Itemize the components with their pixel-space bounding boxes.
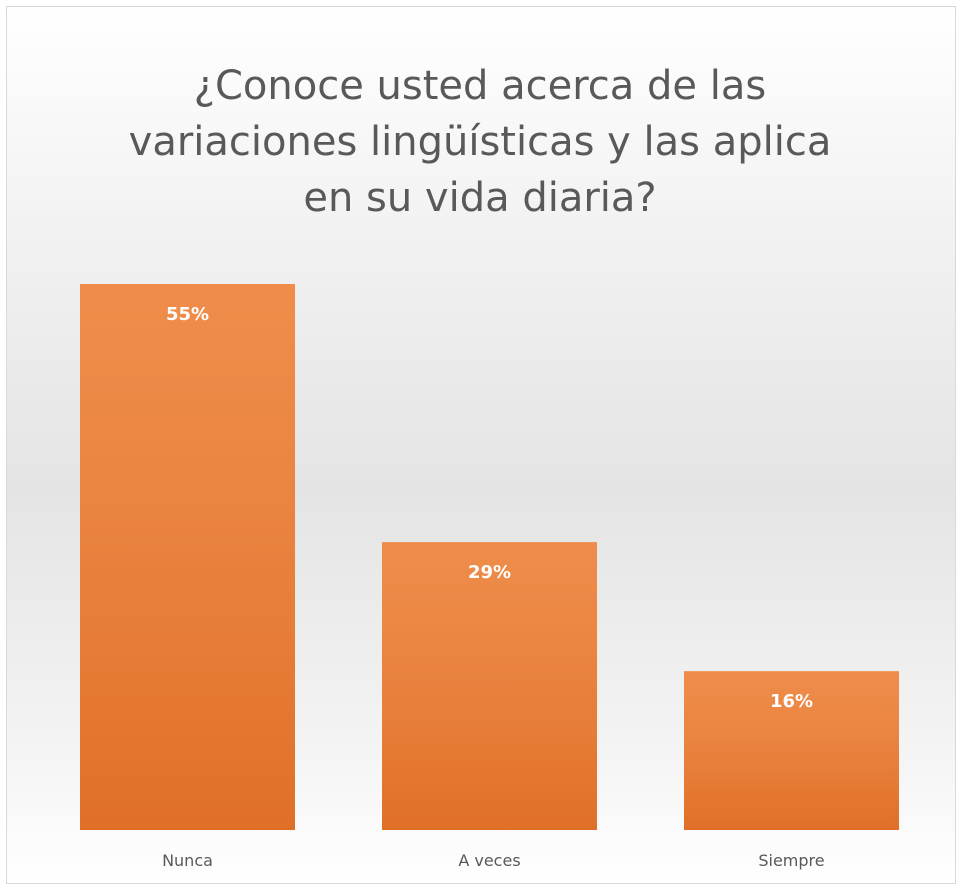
data-label: 29% [468, 562, 511, 583]
data-label: 16% [770, 691, 813, 712]
bar-shade [684, 671, 899, 830]
x-tick-label: A veces [458, 851, 520, 870]
data-label: 55% [166, 304, 209, 325]
bar-shade [382, 542, 597, 830]
chart-title: ¿Conoce usted acerca de las variaciones … [128, 63, 832, 221]
bar-shade [80, 284, 295, 830]
x-tick-label: Nunca [162, 851, 213, 870]
x-tick-label: Siempre [758, 851, 824, 870]
